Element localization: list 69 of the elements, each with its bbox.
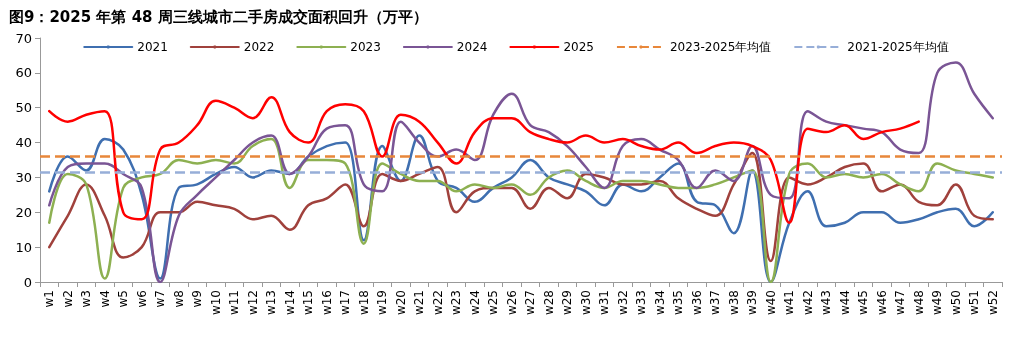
y-tick-label: 50 [15,100,32,116]
x-tick-label: w30 [578,290,593,316]
x-tick-label: w48 [911,290,926,316]
x-tick-label: w42 [800,290,815,316]
x-tick-label: w40 [763,290,778,316]
x-tick-label: w51 [967,290,982,316]
x-tick-label: w38 [726,290,741,316]
x-tick-label: w23 [449,290,464,316]
x-tick-label: w13 [264,290,279,316]
x-tick-label: w16 [319,290,334,316]
x-tick-label: w10 [208,290,223,316]
x-tick-label: w26 [504,290,519,316]
x-tick-label: w3 [79,290,94,308]
x-tick-label: w44 [837,290,852,316]
x-tick-label: w1 [42,290,57,308]
x-tick-label: w33 [634,290,649,316]
x-tick-label: w8 [171,290,186,308]
x-tick-label: w46 [874,290,889,316]
x-tick-label: w5 [116,290,131,308]
x-tick-label: w17 [338,290,353,316]
x-tick-label: w31 [597,290,612,316]
x-tick-label: w29 [560,290,575,316]
legend-label: 2022 [243,40,275,54]
x-tick-label: w32 [615,290,630,316]
x-tick-label: w22 [430,290,445,316]
x-tick-label: w49 [930,290,945,316]
x-tick-label: w45 [856,290,871,316]
y-tick-label: 70 [15,30,32,46]
x-tick-label: w18 [356,290,371,316]
x-tick-label: w41 [782,290,797,316]
legend-label: 2023-2025年均值 [669,40,772,54]
legend-label: 2024 [456,40,488,54]
y-tick-label: 20 [15,204,32,220]
y-tick-label: 30 [15,169,32,185]
y-tick-label: 0 [23,274,32,290]
x-tick-label: w15 [301,290,316,316]
x-tick-label: w12 [245,290,260,316]
x-tick-label: w47 [893,290,908,316]
x-tick-label: w52 [985,290,1000,316]
x-tick-label: w35 [671,290,686,316]
y-tick-label: 40 [15,135,32,151]
x-tick-label: w19 [375,290,390,316]
chart-title: 图9：2025 年第 48 周三线城市二手房成交面积回升（万平） [9,7,428,26]
y-tick-label: 10 [15,239,32,255]
x-tick-label: w24 [467,290,482,316]
legend-label: 2021 [137,40,168,54]
x-tick-label: w28 [541,290,556,316]
x-tick-label: w39 [745,290,760,316]
legend-label: 2023 [350,40,381,54]
x-tick-label: w37 [708,290,723,316]
x-tick-label: w36 [689,290,704,316]
x-tick-label: w20 [393,290,408,316]
x-tick-label: w4 [97,290,112,308]
x-tick-label: w27 [523,290,538,316]
x-tick-label: w34 [652,290,667,316]
x-tick-label: w9 [190,290,205,308]
x-tick-label: w6 [134,290,149,308]
x-tick-label: w7 [153,290,168,308]
x-tick-label: w43 [819,290,834,316]
x-tick-label: w2 [60,290,75,308]
line-series [48,96,920,224]
legend-label: 2021-2025年均值 [847,40,949,54]
legend-label: 2025 [563,40,594,54]
x-tick-label: w50 [948,290,963,316]
x-tick-label: w25 [486,290,501,316]
x-tick-label: w11 [227,290,242,316]
x-tick-label: w21 [412,290,427,316]
x-tick-label: w14 [282,290,297,316]
y-tick-label: 60 [15,65,32,81]
